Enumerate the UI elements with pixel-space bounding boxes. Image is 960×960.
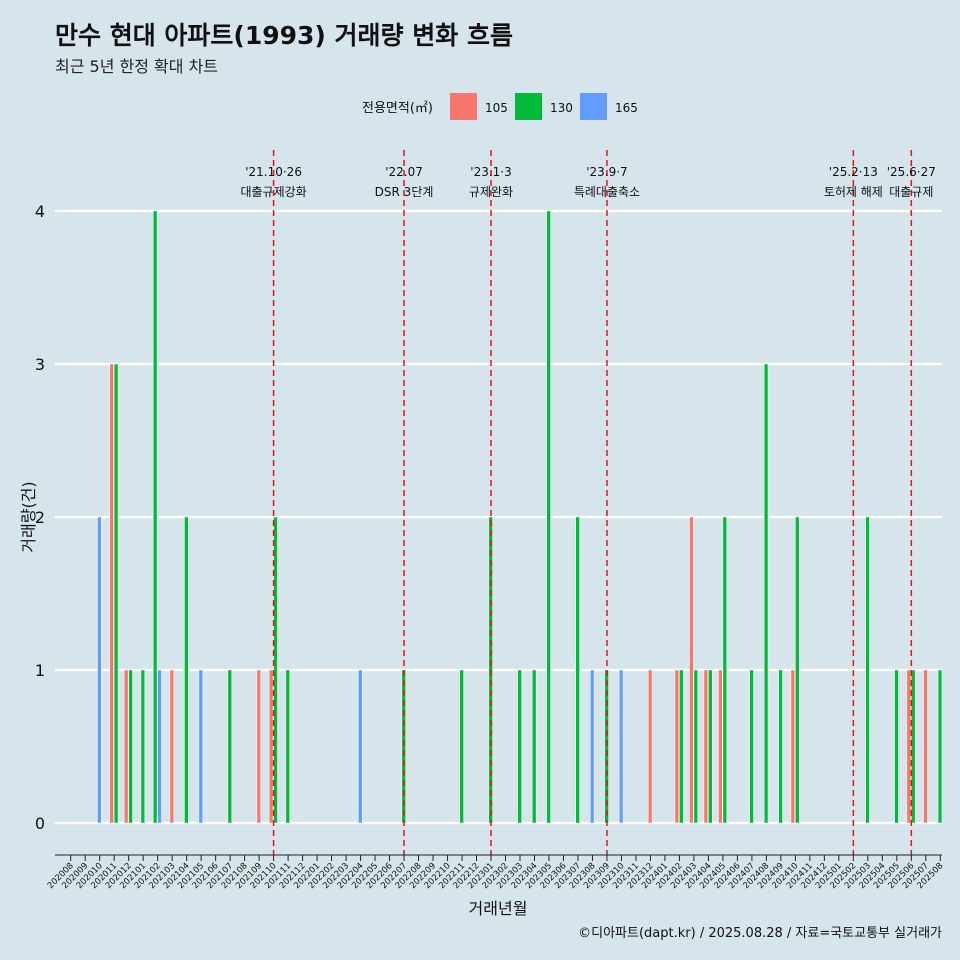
bar	[358, 669, 363, 824]
bar	[256, 669, 261, 824]
event-label: 규제완화	[469, 185, 513, 199]
legend-label: 105	[485, 101, 508, 115]
event-date-label: '25.6·27	[887, 165, 936, 179]
y-tick-label: 2	[35, 508, 45, 527]
x-axis-label: 거래년월	[469, 899, 528, 918]
y-tick-label: 1	[35, 661, 45, 680]
bar	[703, 669, 709, 824]
bar	[722, 516, 727, 824]
bar	[923, 669, 928, 824]
bar	[517, 669, 522, 824]
legend-label: 165	[615, 101, 638, 115]
event-date-label: '21.10·26	[245, 165, 302, 179]
bar	[575, 516, 580, 824]
legend-swatch	[515, 93, 542, 120]
bar	[718, 669, 723, 824]
event-annotations: '21.10·26 대출규제강화 '22.07 DSR 3단계 '23.1·3 규제완화 '…	[240, 150, 936, 855]
y-tick-label: 0	[35, 814, 45, 833]
legend-swatch	[580, 93, 607, 120]
y-tick-label: 4	[35, 202, 45, 221]
y-tick-label: 3	[35, 355, 45, 374]
event-date-label: '22.07	[385, 165, 423, 179]
bar	[169, 669, 175, 824]
bar	[589, 669, 595, 824]
bar	[268, 669, 274, 824]
bar	[532, 669, 537, 824]
bar	[689, 516, 694, 824]
bar	[152, 210, 158, 824]
chart-subtitle: 최근 5년 한정 확대 차트	[55, 57, 219, 76]
bar	[763, 363, 769, 824]
bar	[693, 669, 699, 824]
bar	[113, 363, 119, 824]
event-label: 토허제 해제	[824, 185, 883, 199]
event-date-label: '23.9·7	[586, 165, 627, 179]
bar	[140, 669, 146, 824]
event-label: 대출규제강화	[240, 185, 306, 199]
y-axis-label: 거래량(건)	[19, 481, 38, 552]
bar	[674, 669, 680, 824]
bar	[184, 516, 189, 824]
bar	[227, 669, 232, 824]
source-caption: ©디아파트(dapt.kr) / 2025.08.28 / 자료=국토교통부 실…	[578, 926, 942, 941]
event-label: 대출규제	[889, 185, 933, 199]
bar	[285, 669, 290, 824]
legend-swatch	[450, 93, 477, 120]
bar	[778, 669, 783, 824]
bar	[906, 669, 911, 824]
event-label: 특례대출축소	[574, 185, 640, 199]
bar	[546, 210, 551, 824]
event-date-label: '23.1·3	[470, 165, 511, 179]
bar	[894, 669, 899, 824]
bars	[97, 210, 943, 824]
bar	[128, 669, 133, 824]
bar	[708, 669, 713, 824]
bar	[109, 363, 114, 824]
bar	[790, 669, 796, 824]
legend: 전용면적(㎡) 105 130 165	[362, 93, 638, 120]
bar	[157, 669, 162, 824]
bar	[198, 669, 204, 824]
bar	[618, 669, 624, 824]
bar	[123, 669, 129, 824]
bar	[795, 516, 800, 824]
legend-label: 130	[550, 101, 573, 115]
chart-title: 만수 현대 아파트(1993) 거래량 변화 흐름	[55, 21, 513, 50]
bar	[937, 669, 943, 824]
bar	[647, 669, 653, 824]
legend-title: 전용면적(㎡)	[362, 101, 433, 116]
bar	[97, 516, 102, 824]
bar	[911, 669, 916, 824]
event-date-label: '25.2·13	[829, 165, 878, 179]
event-label: DSR 3단계	[375, 185, 434, 199]
bar	[459, 669, 464, 824]
bar	[749, 669, 754, 824]
bar	[679, 669, 684, 824]
bar	[865, 516, 870, 824]
